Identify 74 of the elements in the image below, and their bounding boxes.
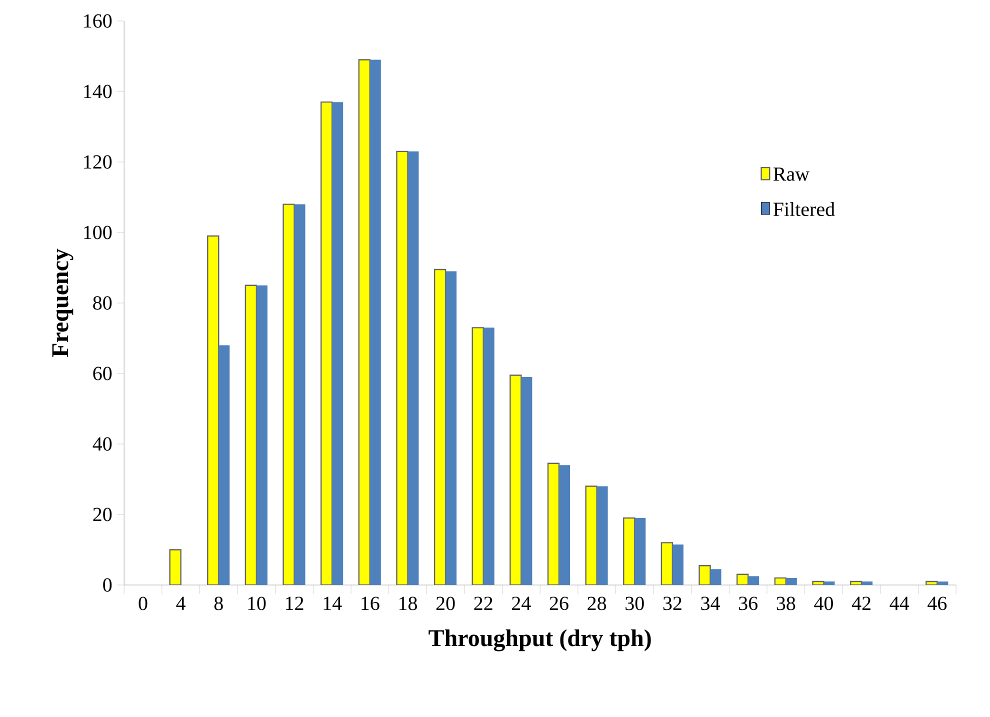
x-tick-label: 0 (138, 596, 148, 610)
legend-label: Filtered (773, 202, 835, 216)
x-tick-label: 22 (474, 596, 492, 610)
x-tick-label: 8 (214, 596, 223, 610)
bar (320, 101, 333, 585)
bar (559, 465, 570, 585)
bar (282, 204, 295, 585)
bar (596, 486, 608, 585)
x-tick-label: 14 (324, 596, 342, 610)
x-tick-label: 18 (399, 596, 417, 610)
y-tick-label: 40 (92, 437, 112, 451)
x-tick-label: 20 (436, 596, 455, 610)
bar (244, 284, 258, 585)
bar (218, 345, 230, 585)
bar (736, 574, 749, 585)
bar (585, 486, 598, 585)
y-tick-label: 100 (84, 226, 112, 240)
bar (408, 151, 419, 585)
bar (774, 577, 787, 585)
y-axis-title: Frequency (52, 248, 74, 358)
bar (748, 576, 760, 585)
x-tick-label: 44 (890, 596, 910, 610)
bar (786, 578, 797, 585)
x-axis-title: Throughput (dry tph) (428, 629, 651, 652)
bar (672, 544, 684, 585)
bar (634, 518, 646, 585)
x-tick-label: 40 (814, 596, 833, 610)
x-tick-label: 12 (286, 596, 304, 610)
bar (207, 235, 220, 585)
legend-label: Raw (773, 168, 810, 181)
bar (521, 377, 532, 585)
bar (446, 271, 457, 585)
bar (812, 580, 824, 585)
x-tick-label: 36 (739, 596, 758, 610)
x-tick-label: 16 (362, 596, 380, 610)
bar (294, 204, 306, 585)
x-tick-label: 4 (176, 596, 186, 610)
x-tick-label: 38 (776, 596, 796, 610)
bar (862, 581, 873, 585)
x-tick-label: 24 (512, 596, 531, 610)
bar (926, 580, 938, 585)
bar (472, 327, 484, 585)
bar (547, 462, 560, 585)
y-tick-label: 60 (93, 366, 112, 380)
x-tick-label: 26 (550, 596, 568, 610)
bar (256, 285, 268, 585)
x-tick-label: 46 (928, 596, 947, 610)
bar (623, 517, 636, 585)
x-tick-label: 10 (248, 596, 266, 610)
x-tick-label: 34 (701, 596, 720, 610)
bar (510, 374, 522, 585)
bar (358, 59, 371, 585)
y-tick-label: 20 (93, 508, 112, 522)
bar (483, 328, 494, 585)
y-tick-label: 160 (84, 14, 112, 28)
x-tick-label: 42 (852, 596, 870, 610)
x-tick-label: 32 (663, 596, 682, 610)
y-tick-label: 120 (84, 155, 112, 169)
bar (169, 549, 182, 585)
x-tick-label: 30 (626, 596, 644, 610)
bar (710, 569, 722, 585)
bar (698, 564, 711, 585)
bar (660, 542, 674, 585)
bar (824, 581, 835, 585)
y-tick-label: 0 (103, 578, 112, 592)
y-tick-label: 80 (93, 296, 112, 310)
bar (396, 150, 408, 585)
bar (370, 60, 381, 585)
bar (434, 268, 446, 585)
y-tick-label: 140 (84, 84, 112, 98)
bar (850, 580, 862, 585)
x-tick-label: 28 (588, 596, 606, 610)
bar (937, 581, 948, 585)
bar (332, 102, 344, 585)
